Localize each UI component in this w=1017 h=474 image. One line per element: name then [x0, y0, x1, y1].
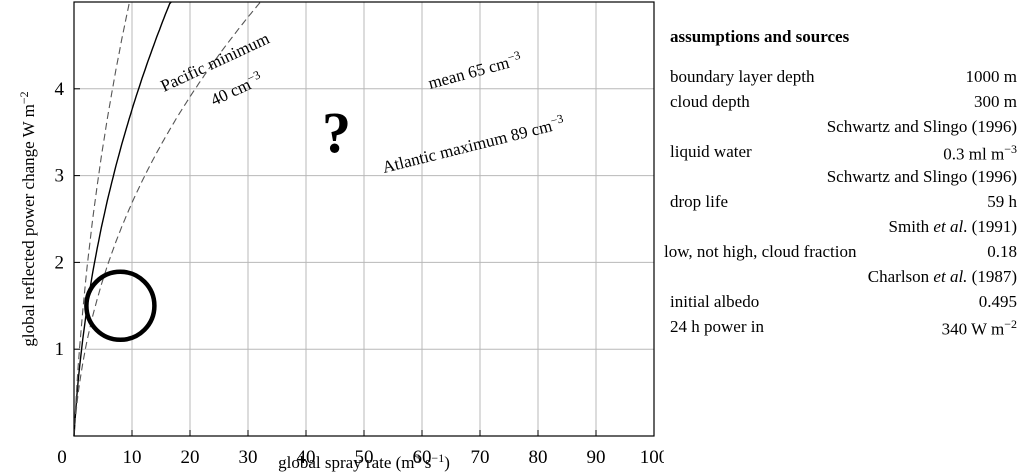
grid [74, 2, 654, 436]
row-source-2: Schwartz and Slingo (1996) [664, 164, 1017, 189]
y-tick-labels: 1 2 3 4 [55, 79, 65, 360]
curve-atlantic-maximum [73, 1, 262, 437]
x-tick-label: 20 [181, 447, 200, 468]
label: initial albedo [670, 292, 760, 311]
row-power-in: 24 h power in 340 W m−2 [664, 314, 1017, 339]
value: 0.495 [978, 292, 1017, 311]
curves [73, 1, 262, 437]
assumptions-panel: assumptions and sources boundary layer d… [664, 28, 1017, 339]
x-tick-label: 0 [57, 447, 67, 468]
row-drop-life: drop life 59 h [664, 189, 1017, 214]
y-tick-label: 1 [55, 339, 65, 360]
curve-mean [73, 1, 172, 437]
y-tick-label: 2 [55, 252, 65, 273]
y-tick-label: 3 [55, 166, 65, 187]
value: 300 m [974, 92, 1017, 111]
row-source-4: Charlson et al. (1987) [664, 264, 1017, 289]
y-axis-title: global reflected power change W m−2 [17, 91, 38, 346]
curve-pacific-minimum [73, 1, 132, 437]
row-source-3: Smith et al. (1991) [664, 214, 1017, 239]
value: 0.3 ml m−3 [943, 142, 1017, 164]
label: liquid water [670, 142, 752, 161]
chart: 0 10 20 30 40 50 60 70 80 90 100 1 2 3 4 global spray… [17, 1, 664, 472]
y-tick-label: 4 [55, 79, 65, 100]
citation: Smith et al. (1991) [888, 217, 1017, 236]
panel-title: assumptions and sources [670, 27, 850, 46]
value: 340 W m−2 [941, 317, 1017, 339]
value: 0.18 [987, 242, 1017, 261]
highlight-circle [84, 269, 157, 343]
row-cloud-depth: cloud depth 300 m [664, 89, 1017, 114]
x-tick-label: 60 [413, 447, 432, 468]
label: low, not high, cloud fraction [664, 242, 857, 261]
x-tick-label: 50 [355, 447, 374, 468]
citation: Schwartz and Slingo (1996) [826, 117, 1017, 136]
row-liquid-water: liquid water 0.3 ml m−3 [664, 139, 1017, 164]
x-tick-label: 90 [587, 447, 606, 468]
question-mark: ? [322, 100, 351, 165]
x-tick-label: 100 [640, 447, 664, 468]
row-cloud-fraction: low, not high, cloud fraction 0.18 [664, 239, 1017, 264]
label: cloud depth [670, 92, 750, 111]
x-tick-label: 80 [529, 447, 548, 468]
x-tick-labels: 0 10 20 30 40 50 60 70 80 90 100 [57, 447, 664, 468]
x-tick-label: 30 [239, 447, 258, 468]
x-tick-label: 10 [123, 447, 142, 468]
value: 59 h [987, 192, 1017, 211]
annotation-pacific-minimum: Pacific minimum [158, 29, 273, 96]
x-tick-label: 70 [471, 447, 490, 468]
label: boundary layer depth [670, 67, 815, 86]
row-boundary-layer-depth: boundary layer depth 1000 m [664, 64, 1017, 89]
row-source-1: Schwartz and Slingo (1996) [664, 114, 1017, 139]
citation: Charlson et al. (1987) [867, 267, 1017, 286]
x-axis-title: global spray rate (m3 s−1) [278, 451, 450, 472]
row-initial-albedo: initial albedo 0.495 [664, 289, 1017, 314]
citation: Schwartz and Slingo (1996) [826, 167, 1017, 186]
label: 24 h power in [670, 317, 764, 336]
x-tick-label: 40 [297, 447, 316, 468]
tick-marks [73, 88, 655, 436]
label: drop life [670, 192, 729, 211]
annotation-mean: mean 65 cm−3 [426, 48, 524, 93]
value: 1000 m [965, 67, 1017, 86]
